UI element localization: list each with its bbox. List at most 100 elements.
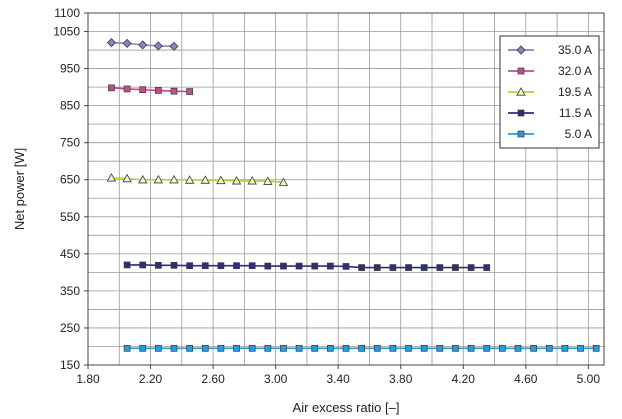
data-point [217,262,225,270]
data-point [467,344,475,352]
legend-marker [517,67,525,75]
x-tick-label: 3.80 [389,372,413,386]
data-point [106,173,117,182]
data-point [231,176,242,185]
data-point [420,344,428,352]
y-tick-label: 550 [60,210,80,224]
data-point [514,344,522,352]
data-point [342,263,350,270]
data-point [106,38,117,48]
data-point [155,344,162,352]
legend-marker [517,109,525,117]
data-point [139,344,147,352]
data-point [405,264,412,271]
data-point [311,262,319,270]
y-tick-label: 850 [60,99,80,113]
data-point [122,38,132,48]
x-tick-label: 3.00 [264,372,288,386]
data-point [295,344,303,352]
x-tick-label: 3.40 [327,372,351,386]
data-point [248,344,256,352]
data-point [201,262,209,270]
data-point [530,344,537,352]
data-point [233,262,240,270]
x-tick-label: 2.20 [139,372,163,386]
legend-label: 19.5 A [558,85,592,99]
series-0 [106,38,179,51]
x-axis-ticks: 1.80 2.20 2.60 3.00 3.40 3.80 4.20 4.60 5.00 [76,365,600,386]
data-point [327,262,334,270]
x-tick-label: 4.60 [514,372,538,386]
y-axis-ticks: 1100 1050 950 850 750 650 550 450 350 250 150 [53,6,88,372]
x-tick-label: 5.00 [577,372,601,386]
data-point [153,174,164,184]
y-tick-label: 950 [60,62,80,76]
legend-item: 35.0 A [508,43,592,57]
data-point [483,264,491,271]
legend-label: 11.5 A [559,106,592,120]
data-point [373,264,381,271]
legend-item: 32.0 A [508,64,592,78]
data-point [358,264,365,271]
x-axis-label: Air excess ratio [–] [293,400,400,415]
data-point [280,344,287,352]
legend-marker [516,45,526,55]
data-point [342,344,350,352]
data-point [186,344,193,352]
grid-lines [88,13,604,365]
data-point [483,344,491,352]
data-point [233,344,240,352]
y-tick-label: 350 [60,284,80,298]
data-point [264,262,272,270]
data-point [436,344,444,352]
y-tick-label: 650 [60,173,80,187]
legend-marker [516,87,526,96]
data-point [216,175,226,185]
legend-item: 19.5 A [508,85,592,99]
series-3 [123,261,491,271]
data-point [577,344,584,352]
data-point [170,87,178,95]
data-point [170,261,178,269]
data-point [155,87,162,94]
legend-label: 5.0 A [565,127,592,141]
legend-label: 35.0 A [558,43,592,57]
data-point [467,264,475,271]
data-point [123,85,131,93]
series-2 [106,173,289,186]
legend-item: 11.5 A [508,106,592,120]
data-point [420,264,428,271]
data-point [123,261,131,269]
data-point [373,344,381,352]
y-tick-label: 450 [60,247,80,261]
data-point [327,344,334,352]
data-point [169,174,179,184]
data-point [295,262,303,270]
y-axis-label: Net power [W] [12,148,27,230]
data-point [499,344,506,352]
data-point [139,86,147,94]
data-point [389,264,397,271]
legend-marker [517,130,525,138]
data-point [561,344,569,352]
data-point [186,88,193,95]
data-point [139,261,147,269]
data-point [436,264,444,271]
data-point [545,344,553,352]
data-point [452,344,459,352]
data-point [201,344,209,352]
data-point [247,176,257,185]
data-point [452,264,459,271]
data-point [389,344,397,352]
data-point [217,344,225,352]
y-tick-label: 750 [60,136,80,150]
data-point [592,344,600,352]
data-point [184,175,195,184]
legend-item: 5.0 A [508,127,592,141]
y-tick-label: 250 [60,321,80,335]
data-point [263,176,273,185]
x-tick-label: 1.80 [76,372,100,386]
data-point [186,262,193,270]
data-point [138,174,148,184]
